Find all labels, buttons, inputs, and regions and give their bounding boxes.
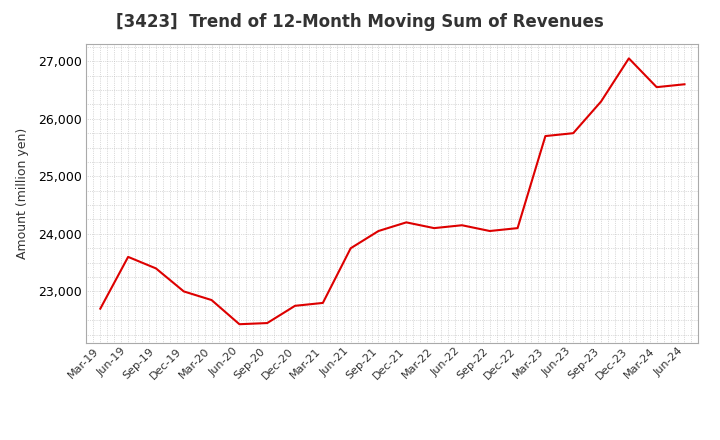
Text: [3423]  Trend of 12-Month Moving Sum of Revenues: [3423] Trend of 12-Month Moving Sum of R… [116, 13, 604, 31]
Y-axis label: Amount (million yen): Amount (million yen) [17, 128, 30, 259]
